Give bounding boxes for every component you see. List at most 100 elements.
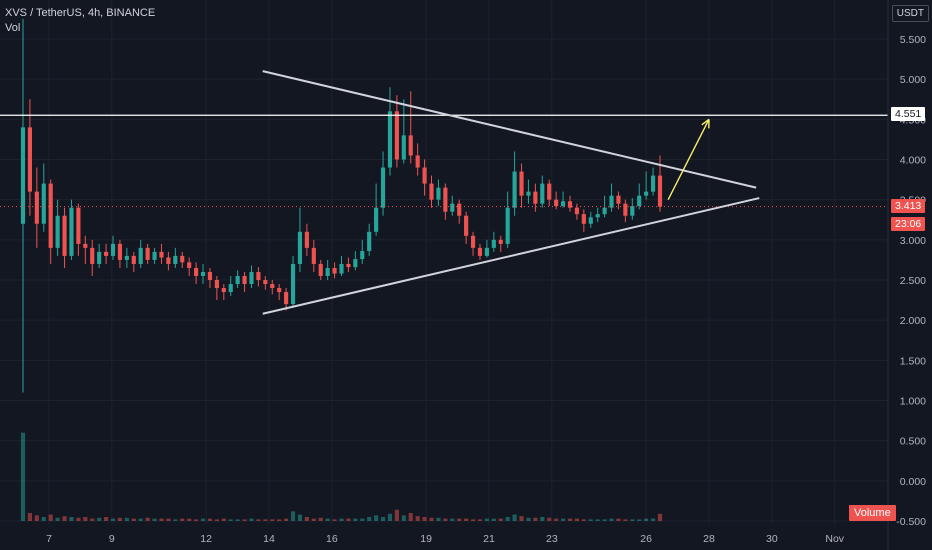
- symbol-title: XVS / TetherUS, 4h, BINANCE: [5, 7, 156, 19]
- candle-body: [588, 217, 593, 224]
- candle-body: [104, 251, 109, 256]
- volume-legend-tag: Volume: [849, 505, 896, 521]
- time-axis: 7 9 12 14 16 19 21 23 26 28 30 Nov: [46, 533, 845, 545]
- volume-bar: [616, 518, 621, 521]
- candle-body: [415, 155, 420, 168]
- candle-body: [117, 243, 123, 260]
- currency-selector[interactable]: USDT: [891, 5, 929, 22]
- volume-bar: [34, 515, 39, 521]
- candle-body: [55, 215, 60, 248]
- volume-bar: [284, 518, 289, 521]
- candle-body: [505, 207, 510, 244]
- candle-body: [657, 175, 663, 207]
- candle-body: [270, 284, 275, 289]
- volume-bar: [380, 516, 386, 521]
- candle-body: [623, 203, 628, 216]
- candle-body: [443, 187, 448, 212]
- candle-body: [394, 111, 399, 160]
- x-tick-label: 16: [326, 533, 338, 545]
- volume-bar: [166, 518, 171, 521]
- volume-bar: [374, 515, 379, 521]
- volume-bar: [249, 518, 254, 521]
- y-tick-label: -0.500: [896, 516, 926, 528]
- volume-bar: [630, 519, 635, 521]
- candle-body: [187, 262, 192, 268]
- volume-bar: [20, 432, 26, 521]
- y-tick-label: 1.500: [900, 355, 926, 367]
- volume-bar: [297, 514, 303, 521]
- triangle-trendline: [262, 197, 760, 315]
- y-tick-label: 0.000: [900, 476, 926, 488]
- candle-body: [519, 171, 524, 196]
- volume-bar: [221, 518, 226, 521]
- volume-bar: [360, 518, 365, 521]
- volume-bar: [477, 519, 483, 521]
- candle-body: [152, 251, 157, 260]
- volume-bar: [104, 516, 109, 521]
- candle-body: [367, 231, 372, 252]
- y-tick-label: 4.000: [900, 155, 926, 167]
- volume-bar: [623, 519, 628, 521]
- volume-bar: [457, 518, 462, 521]
- volume-bar: [290, 511, 296, 521]
- candle-body: [380, 167, 386, 208]
- candle-body: [457, 203, 462, 216]
- volume-bar: [484, 518, 489, 521]
- volume-bar: [152, 518, 157, 521]
- volume-bar: [657, 513, 663, 521]
- candle-body: [581, 214, 586, 224]
- candle-body: [304, 231, 309, 248]
- volume-bar: [62, 516, 67, 521]
- candle-body: [76, 207, 81, 244]
- volume-bar: [339, 518, 344, 521]
- candle-body: [124, 255, 129, 260]
- candle-body: [512, 171, 517, 208]
- volume-bar: [491, 518, 496, 521]
- volume-bar: [637, 519, 642, 521]
- candle-body: [526, 191, 531, 196]
- candle-body: [360, 251, 365, 260]
- candle-body: [48, 183, 53, 248]
- volume-bar: [436, 517, 441, 521]
- volume-bar: [200, 518, 206, 521]
- x-tick-label: 26: [640, 533, 652, 545]
- candle-body: [166, 257, 171, 264]
- candle-body: [374, 207, 379, 232]
- volume-bar: [429, 517, 434, 521]
- x-tick-label: 30: [766, 533, 778, 545]
- y-tick-label: 2.500: [900, 275, 926, 287]
- candle-body: [637, 195, 642, 207]
- volume-bar: [332, 519, 337, 521]
- candle-body: [34, 191, 39, 224]
- volume-bar: [554, 518, 559, 521]
- candle-body: [83, 243, 88, 248]
- candle-body: [41, 183, 46, 224]
- volume-bar: [581, 519, 586, 521]
- candle-body: [290, 263, 296, 305]
- x-tick-label: 28: [703, 533, 715, 545]
- volume-bar: [367, 516, 372, 521]
- candle-body: [387, 111, 393, 168]
- volume-bar: [55, 517, 60, 521]
- volume-bars: [20, 432, 663, 521]
- candle-body: [110, 243, 116, 256]
- candle-body: [311, 247, 316, 264]
- volume-bar: [512, 514, 517, 521]
- volume-bar: [519, 516, 524, 521]
- volume-bar: [609, 518, 614, 521]
- volume-bar: [124, 517, 129, 521]
- volume-bar: [595, 519, 600, 521]
- candle-body: [194, 267, 199, 276]
- candle-body: [332, 267, 337, 274]
- volume-bar: [214, 519, 219, 521]
- volume-bar: [387, 513, 393, 521]
- volume-bar: [97, 517, 102, 521]
- volume-bar: [256, 519, 261, 521]
- volume-bar: [602, 519, 607, 521]
- candle-body: [650, 175, 656, 192]
- volume-bar: [346, 518, 351, 521]
- candle-body: [609, 195, 614, 208]
- volume-bar: [263, 519, 268, 521]
- candle-body: [159, 251, 164, 258]
